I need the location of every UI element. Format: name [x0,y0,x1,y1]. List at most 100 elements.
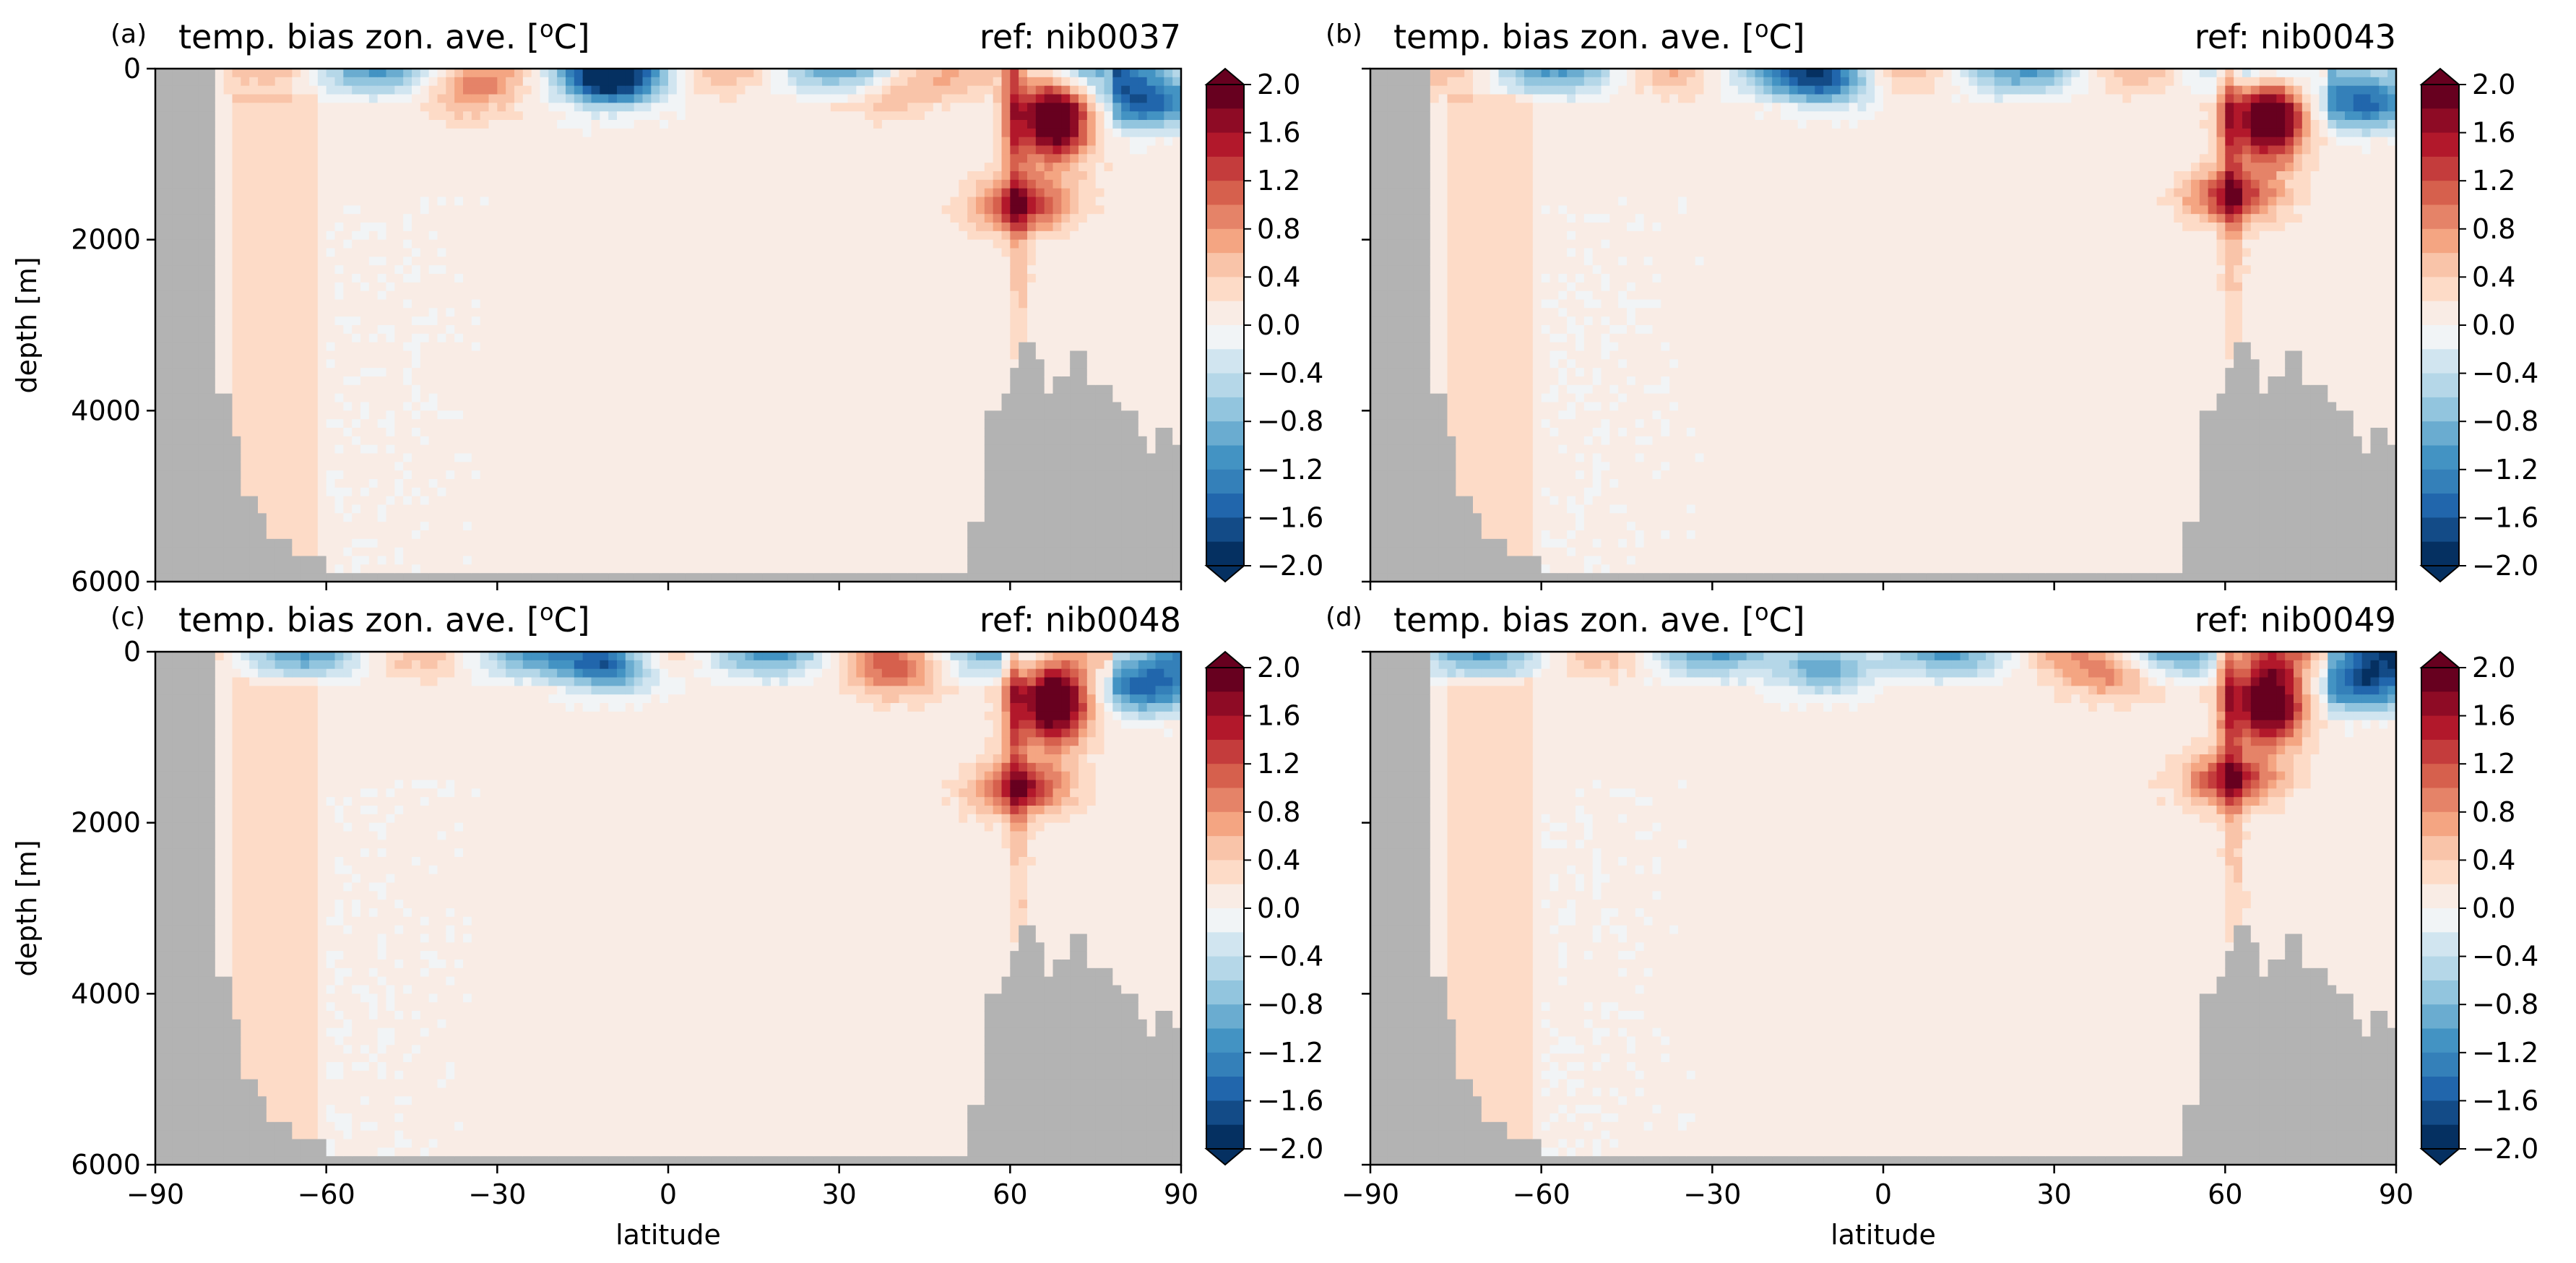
heatmap-cell [207,265,216,275]
heatmap-cell [377,547,387,557]
heatmap-cell [608,163,618,172]
heatmap-cell [762,85,771,95]
heatmap-cell [506,188,515,198]
heatmap-cell [531,350,541,360]
heatmap-cell [317,205,327,215]
heatmap-cell [557,384,566,395]
heatmap-cell [711,171,720,181]
heatmap-cell [454,393,464,403]
heatmap-cell [163,69,173,78]
heatmap-cell [514,384,524,395]
heatmap-cell [412,333,421,343]
heatmap-cell [437,496,446,506]
heatmap-cell [207,496,216,506]
heatmap-cell [771,308,780,317]
heatmap-cell [506,444,515,454]
heatmap-cell [386,530,395,540]
heatmap-cell [591,428,600,437]
heatmap-cell [352,564,361,574]
heatmap-cell [301,419,310,428]
heatmap-cell [163,77,173,87]
heatmap-cell [223,513,233,522]
heatmap-cell [839,436,849,446]
heatmap-cell [326,470,336,480]
heatmap-cell [591,487,600,497]
heatmap-cell [600,376,609,386]
heatmap-cell [241,402,250,411]
heatmap-cell [727,393,738,403]
heatmap-cell [463,145,472,155]
heatmap-cell [386,77,395,87]
heatmap-cell [428,128,438,138]
heatmap-cell [275,436,285,446]
heatmap-cell [326,197,336,206]
heatmap-cell [736,103,746,112]
heatmap-cell [839,462,849,471]
heatmap-cell [497,419,506,428]
heatmap-cell [377,257,387,266]
heatmap-cell [642,419,652,428]
heatmap-cell [343,230,353,241]
heatmap-cell [676,257,686,266]
heatmap-cell [719,538,729,548]
heatmap-cell [727,410,738,420]
heatmap-cell [181,308,190,317]
heatmap-cell [839,368,849,377]
heatmap-cell [727,402,738,411]
heatmap-cell [847,257,857,266]
heatmap-cell [693,428,703,437]
heatmap-cell [660,308,669,317]
heatmap-cell [249,239,259,249]
heatmap-cell [488,522,498,531]
heatmap-cell [753,69,763,78]
heatmap-cell [488,573,498,582]
heatmap-cell [727,556,738,565]
heatmap-cell [566,230,575,241]
heatmap-cell [207,479,216,488]
heatmap-cell [420,282,430,292]
heatmap-cell [488,103,498,112]
heatmap-cell [719,188,729,198]
heatmap-cell [463,368,472,377]
heatmap-cell [334,171,344,181]
heatmap-cell [634,453,644,462]
heatmap-cell [241,376,250,386]
heatmap-cell [557,274,566,283]
heatmap-cell [745,128,754,138]
heatmap-cell [317,547,327,557]
heatmap-cell [497,205,506,215]
heatmap-cell [241,145,250,155]
heatmap-cell [326,239,336,249]
heatmap-cell [693,496,703,506]
heatmap-cell [822,171,831,181]
heatmap-cell [181,137,190,147]
heatmap-cell [787,376,798,386]
heatmap-cell [865,103,874,112]
heatmap-cell [839,69,849,78]
heatmap-cell [787,120,798,129]
heatmap-cell [693,171,703,181]
heatmap-cell [702,538,712,548]
heatmap-cell [258,573,267,582]
heatmap-cell [847,530,857,540]
heatmap-cell [258,128,267,138]
heatmap-cell [155,171,165,181]
heatmap-cell [463,257,472,266]
heatmap-cell [317,265,327,275]
heatmap-cell [522,556,532,565]
heatmap-cell [719,290,729,301]
heatmap-cell [702,154,712,163]
heatmap-cell [762,69,771,78]
heatmap-cell [822,479,831,488]
heatmap-cell [531,522,541,531]
heatmap-cell [198,342,207,352]
heatmap-cell [693,290,703,301]
heatmap-cell [386,230,395,241]
heatmap-cell [830,453,840,462]
heatmap-cell [163,120,173,129]
heatmap-cell [360,223,370,232]
heatmap-cell [839,179,849,189]
heatmap-cell [787,359,798,368]
heatmap-cell [506,214,515,223]
heatmap-cell [736,522,746,531]
